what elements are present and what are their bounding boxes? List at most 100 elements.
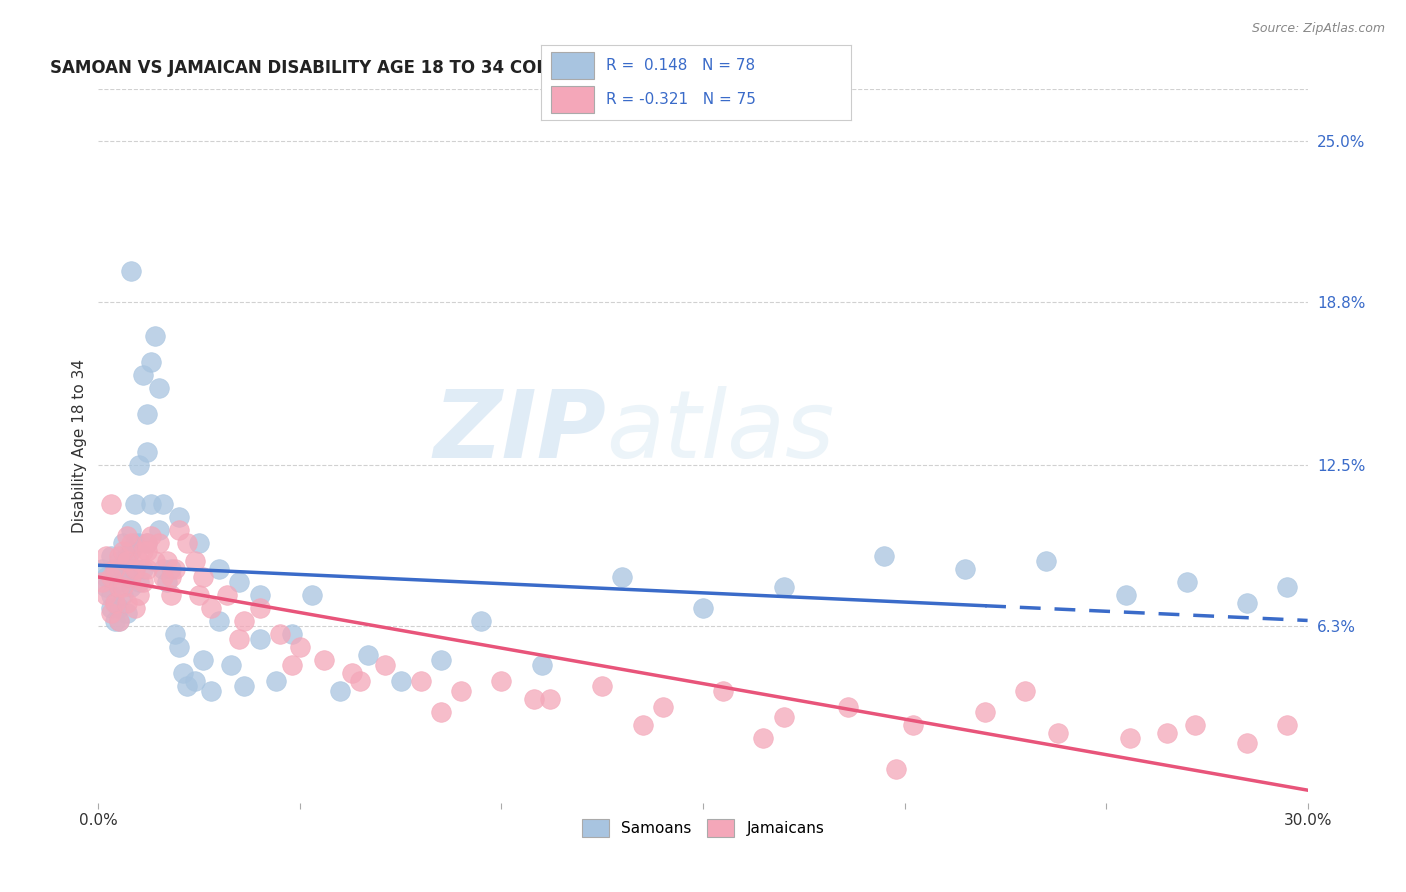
Point [128, 536, 150, 550]
Point [651, 699, 673, 714]
FancyBboxPatch shape [551, 87, 593, 112]
Point [167, 510, 190, 524]
Point [148, 381, 170, 395]
Point [115, 549, 138, 564]
Point [208, 614, 231, 628]
Point [107, 614, 129, 628]
Point [111, 544, 134, 558]
Point [107, 549, 129, 564]
Point [132, 544, 155, 558]
Point [329, 684, 352, 698]
Text: SAMOAN VS JAMAICAN DISABILITY AGE 18 TO 34 CORRELATION CHART: SAMOAN VS JAMAICAN DISABILITY AGE 18 TO … [51, 59, 709, 77]
Point [143, 554, 166, 568]
Point [249, 632, 271, 647]
Point [115, 528, 138, 542]
Point [1236, 736, 1258, 750]
Point [711, 684, 734, 698]
Point [389, 673, 412, 688]
Point [538, 692, 561, 706]
Point [491, 673, 513, 688]
Point [124, 497, 146, 511]
Point [612, 570, 634, 584]
Point [120, 581, 142, 595]
Point [132, 562, 155, 576]
Point [217, 588, 239, 602]
Point [208, 562, 231, 576]
Point [107, 614, 129, 628]
Point [107, 581, 129, 595]
Point [349, 673, 371, 688]
Point [301, 588, 323, 602]
Point [1035, 554, 1057, 568]
Point [132, 575, 155, 590]
Point [96, 581, 118, 595]
Text: ZIP: ZIP [433, 385, 606, 478]
Point [135, 445, 157, 459]
Point [91, 562, 114, 576]
Point [281, 658, 304, 673]
Point [111, 581, 134, 595]
Text: Source: ZipAtlas.com: Source: ZipAtlas.com [1251, 22, 1385, 36]
Point [901, 718, 924, 732]
Point [124, 536, 146, 550]
Point [111, 588, 134, 602]
Point [96, 549, 118, 564]
Point [96, 570, 118, 584]
Point [264, 673, 287, 688]
Point [1277, 581, 1299, 595]
Point [120, 570, 142, 584]
Point [167, 524, 190, 538]
Point [374, 658, 396, 673]
Point [249, 601, 271, 615]
Point [103, 562, 125, 576]
Point [120, 544, 142, 558]
Point [160, 570, 183, 584]
Point [100, 570, 122, 584]
Point [1119, 731, 1142, 745]
Point [409, 673, 432, 688]
Point [873, 549, 896, 564]
Point [100, 588, 122, 602]
Text: atlas: atlas [606, 386, 835, 477]
Point [135, 536, 157, 550]
Point [124, 562, 146, 576]
Point [1277, 718, 1299, 732]
Point [886, 762, 908, 776]
Point [100, 549, 122, 564]
FancyBboxPatch shape [551, 52, 593, 78]
Point [974, 705, 997, 719]
Point [103, 596, 125, 610]
Point [91, 575, 114, 590]
Point [135, 544, 157, 558]
Point [281, 627, 304, 641]
Point [1184, 718, 1206, 732]
Point [163, 627, 186, 641]
Point [96, 588, 118, 602]
Point [172, 666, 194, 681]
Point [107, 554, 129, 568]
Legend: Samoans, Jamaicans: Samoans, Jamaicans [574, 811, 832, 845]
Point [135, 536, 157, 550]
Point [115, 570, 138, 584]
Point [221, 658, 243, 673]
Point [837, 699, 859, 714]
Point [115, 596, 138, 610]
Point [135, 562, 157, 576]
Point [1115, 588, 1137, 602]
Point [523, 692, 546, 706]
Point [156, 575, 179, 590]
Point [752, 731, 775, 745]
Point [152, 570, 174, 584]
Point [120, 536, 142, 550]
Point [288, 640, 311, 654]
Point [148, 536, 170, 550]
Point [100, 497, 122, 511]
Point [139, 354, 162, 368]
Point [953, 562, 976, 576]
Point [450, 684, 472, 698]
Point [167, 640, 190, 654]
Point [103, 596, 125, 610]
Point [139, 528, 162, 542]
Point [115, 554, 138, 568]
Point [128, 458, 150, 473]
